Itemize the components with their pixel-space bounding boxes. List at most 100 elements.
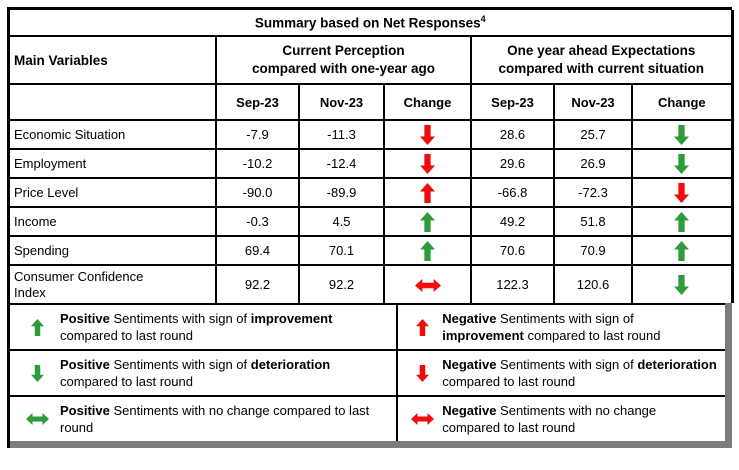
change-cell <box>630 177 734 208</box>
table-row-income: Income -0.3 4.5 49.2 51.8 <box>9 206 734 237</box>
summary-table-frame: Summary based on Net Responses4 Main Var… <box>7 7 734 448</box>
group-header-one-year-ahead: One year ahead Expectations compared wit… <box>469 35 734 85</box>
change-cell <box>383 235 472 266</box>
legend-item-text: Negative Sentiments with sign of improve… <box>442 311 661 343</box>
group-header-line: compared with current situation <box>498 61 705 76</box>
change-cell <box>630 119 734 150</box>
legend-item-negative-no-change: Negative Sentiments with no change compa… <box>398 397 725 441</box>
red-down-arrow-icon <box>420 153 435 174</box>
legend-item-text: Positive Sentiments with sign of deterio… <box>60 357 331 389</box>
cell-value: -10.2 <box>215 148 300 179</box>
change-cell <box>383 264 472 304</box>
cell-value: 4.5 <box>298 206 385 237</box>
cell-value: 122.3 <box>470 264 555 304</box>
page-title: Summary based on Net Responses4 <box>8 9 734 37</box>
sub-header-empty <box>9 83 217 121</box>
group-header-row: Main Variables Current Perception compar… <box>9 35 734 85</box>
legend-item-positive-no-change: Positive Sentiments with no change compa… <box>10 397 399 441</box>
table-row-economic-situation: Economic Situation -7.9 -11.3 28.6 25.7 <box>9 119 734 150</box>
col-header-ex-nov23: Nov-23 <box>553 83 633 121</box>
table-row-price-level: Price Level -90.0 -89.9 -66.8 -72.3 <box>9 177 734 208</box>
cell-value: 92.2 <box>215 264 300 304</box>
group-header-line: Current Perception <box>282 43 405 58</box>
legend-item-text: Negative Sentiments with sign of deterio… <box>442 357 717 389</box>
cell-value: -89.9 <box>298 177 385 208</box>
legend-item-text: Positive Sentiments with no change compa… <box>60 403 370 435</box>
legend-item-text: Negative Sentiments with no change compa… <box>442 403 657 435</box>
cell-value: 70.9 <box>553 235 633 266</box>
col-header-cp-sep23: Sep-23 <box>215 83 300 121</box>
green-down-arrow-icon <box>674 274 690 295</box>
change-cell <box>383 119 472 150</box>
red-up-arrow-icon <box>420 182 435 203</box>
cell-value: -72.3 <box>553 177 633 208</box>
green-up-arrow-icon <box>14 318 60 336</box>
red-down-arrow-icon <box>402 364 442 382</box>
group-header-line: compared with one-year ago <box>251 61 436 76</box>
green-down-arrow-icon <box>674 153 690 174</box>
red-down-arrow-icon <box>420 124 435 145</box>
cell-value: 70.1 <box>298 235 385 266</box>
legend-item-positive-improvement: Positive Sentiments with sign of improve… <box>10 305 399 349</box>
green-down-arrow-icon <box>14 364 60 382</box>
cell-value: 120.6 <box>553 264 633 304</box>
legend-row-improvement: Positive Sentiments with sign of improve… <box>10 303 725 349</box>
legend-item-negative-deterioration: Negative Sentiments with sign of deterio… <box>398 351 725 395</box>
change-cell <box>383 148 472 179</box>
group-header-line: One year ahead Expectations <box>507 43 696 58</box>
table-row-consumer-confidence-index: Consumer Confidence Index 92.2 92.2 122.… <box>9 264 734 304</box>
cell-value: 26.9 <box>553 148 633 179</box>
change-cell <box>630 235 734 266</box>
cell-value: -66.8 <box>470 177 555 208</box>
row-label: Spending <box>9 235 217 266</box>
col-header-cp-nov23: Nov-23 <box>298 83 385 121</box>
cell-value: -7.9 <box>215 119 300 150</box>
red-down-arrow-icon <box>674 182 690 203</box>
legend-item-positive-deterioration: Positive Sentiments with sign of deterio… <box>10 351 399 395</box>
legend-row-no-change: Positive Sentiments with no change compa… <box>10 395 725 441</box>
red-up-arrow-icon <box>402 318 442 336</box>
sub-header-row: Sep-23 Nov-23 Change Sep-23 Nov-23 Chang… <box>9 83 734 121</box>
legend-item-negative-improvement: Negative Sentiments with sign of improve… <box>398 305 725 349</box>
table-row-employment: Employment -10.2 -12.4 29.6 26.9 <box>9 148 734 179</box>
col-header-main-variables: Main Variables <box>9 35 217 85</box>
cell-value: 51.8 <box>553 206 633 237</box>
page-title-footnote-marker: 4 <box>480 14 486 25</box>
change-cell <box>383 177 472 208</box>
change-cell <box>630 264 734 304</box>
cell-value: 29.6 <box>470 148 555 179</box>
col-header-ex-change: Change <box>630 83 734 121</box>
cell-value: 69.4 <box>215 235 300 266</box>
cell-value: -11.3 <box>298 119 385 150</box>
row-label: Consumer Confidence Index <box>9 264 217 304</box>
cell-value: -12.4 <box>298 148 385 179</box>
change-cell <box>383 206 472 237</box>
group-header-current-perception: Current Perception compared with one-yea… <box>215 35 472 85</box>
green-up-arrow-icon <box>674 211 690 232</box>
cell-value: 49.2 <box>470 206 555 237</box>
cell-value: 92.2 <box>298 264 385 304</box>
red-both-ways-arrow-icon <box>414 279 441 293</box>
green-both-ways-arrow-icon <box>14 413 60 425</box>
net-responses-table: Summary based on Net Responses4 Main Var… <box>8 9 734 304</box>
cell-value: -90.0 <box>215 177 300 208</box>
change-cell <box>630 148 734 179</box>
green-up-arrow-icon <box>420 240 435 261</box>
col-header-cp-change: Change <box>383 83 472 121</box>
legend-section: Positive Sentiments with sign of improve… <box>10 303 732 448</box>
row-label: Employment <box>9 148 217 179</box>
green-down-arrow-icon <box>674 124 690 145</box>
row-label: Economic Situation <box>9 119 217 150</box>
green-up-arrow-icon <box>674 240 690 261</box>
cell-value: 28.6 <box>470 119 555 150</box>
legend-row-deterioration: Positive Sentiments with sign of deterio… <box>10 349 725 395</box>
row-label: Price Level <box>9 177 217 208</box>
legend-item-text: Positive Sentiments with sign of improve… <box>60 311 333 343</box>
table-title-row: Summary based on Net Responses4 <box>8 9 734 37</box>
page-title-text: Summary based on Net Responses <box>254 15 481 31</box>
green-up-arrow-icon <box>420 211 435 232</box>
cell-value: 70.6 <box>470 235 555 266</box>
cell-value: 25.7 <box>553 119 633 150</box>
change-cell <box>630 206 734 237</box>
cell-value: -0.3 <box>215 206 300 237</box>
